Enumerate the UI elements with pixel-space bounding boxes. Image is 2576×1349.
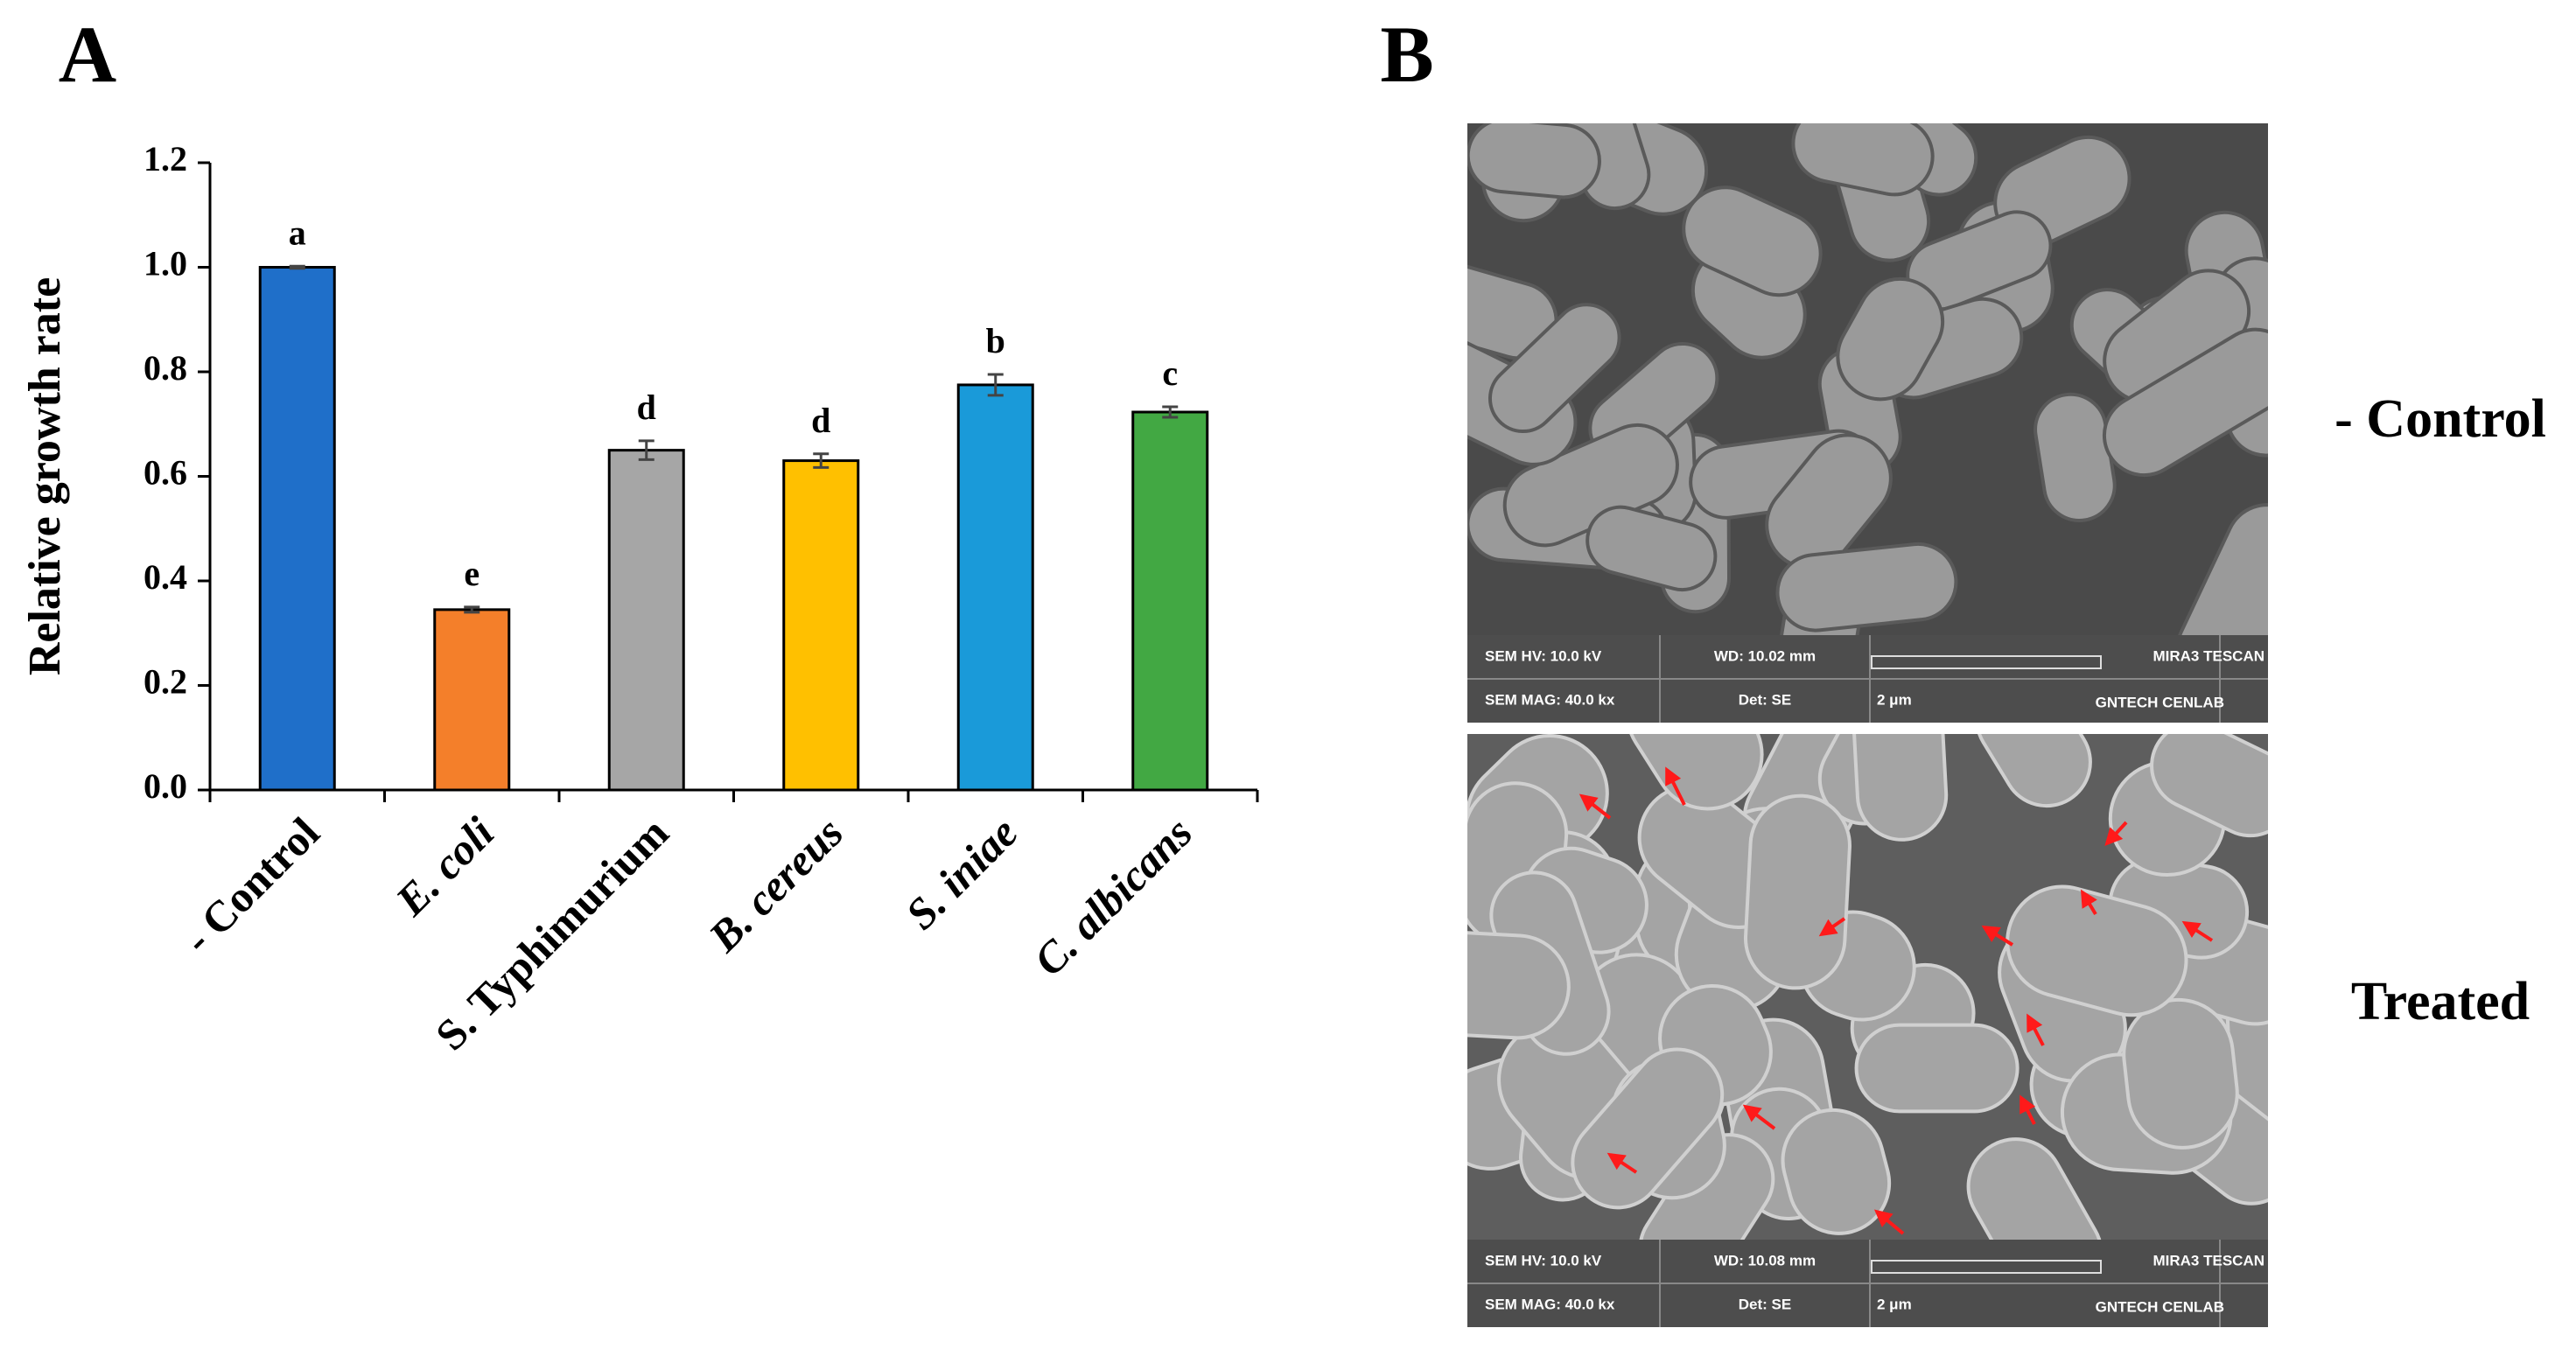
- error-bar: [987, 373, 1004, 397]
- sem-image: SEM HV: 10.0 kV WD: 10.08 mm MIRA3 TESCAN S…: [1467, 734, 2268, 1327]
- sem-info: GNTECH CENLAB: [2096, 694, 2224, 710]
- sem-info: SEM HV: 10.0 kV: [1485, 1252, 1602, 1269]
- x-tick-label: - Control: [173, 807, 328, 962]
- sem-info: SEM MAG: 40.0 kx: [1485, 1296, 1615, 1312]
- sem-info: Det: SE: [1739, 691, 1791, 708]
- sem-info: MIRA3 TESCAN: [2152, 1252, 2264, 1269]
- sem-info: Det: SE: [1739, 1296, 1791, 1312]
- y-tick-label: 0.0: [144, 766, 187, 806]
- x-tick-label: B. cereus: [698, 807, 852, 961]
- bar: [1131, 410, 1209, 792]
- error-bar: [464, 605, 480, 614]
- sem-info: 2 μm: [1877, 1296, 1912, 1312]
- significance-letter: a: [289, 213, 306, 252]
- y-tick-label: 0.6: [144, 453, 187, 493]
- significance-letter: d: [811, 401, 830, 440]
- sem-info: WD: 10.08 mm: [1714, 1252, 1816, 1269]
- sem-info: SEM MAG: 40.0 kx: [1485, 691, 1615, 708]
- panel-label: A: [59, 10, 116, 99]
- significance-letter: b: [986, 321, 1005, 360]
- panel-label: B: [1380, 10, 1433, 99]
- sem-label: - Control: [2334, 389, 2546, 449]
- y-tick-label: 0.4: [144, 557, 187, 597]
- sem-info: WD: 10.02 mm: [1714, 647, 1816, 664]
- y-tick-label: 1.0: [144, 244, 187, 283]
- x-tick-label: S. iniae: [896, 807, 1027, 939]
- bar-chart: 0.0 0.2 0.4 0.6 0.8 1.0 1.2 Relative growth rat…: [20, 139, 1259, 1059]
- error-bar: [1162, 405, 1179, 419]
- x-tick-label: E. coli: [386, 807, 504, 926]
- bar: [782, 459, 860, 792]
- sem-info: MIRA3 TESCAN: [2152, 647, 2264, 664]
- significance-letter: d: [637, 388, 656, 427]
- significance-letter: c: [1162, 353, 1178, 393]
- bar: [258, 266, 336, 792]
- error-bar: [813, 452, 830, 469]
- y-tick-label: 0.8: [144, 348, 187, 388]
- bar: [433, 608, 511, 792]
- y-tick-label: 0.2: [144, 662, 187, 702]
- error-bar: [289, 264, 305, 270]
- sem-label: Treated: [2351, 972, 2530, 1031]
- y-axis-label: Relative growth rate: [20, 277, 70, 675]
- bar: [607, 449, 685, 792]
- sem-info: GNTECH CENLAB: [2096, 1298, 2224, 1315]
- significance-letter: e: [464, 554, 480, 593]
- x-tick-label: C. albicans: [1024, 807, 1201, 985]
- sem-info: SEM HV: 10.0 kV: [1485, 647, 1602, 664]
- bar: [956, 383, 1034, 792]
- sem-panel: SEM HV: 10.0 kV WD: 10.02 mm MIRA3 TESCANS…: [1467, 123, 2546, 1327]
- sem-image: SEM HV: 10.0 kV WD: 10.02 mm MIRA3 TESCAN S…: [1467, 123, 2268, 723]
- sem-info: 2 μm: [1877, 691, 1912, 708]
- y-tick-label: 1.2: [144, 139, 187, 178]
- error-bar: [638, 439, 654, 461]
